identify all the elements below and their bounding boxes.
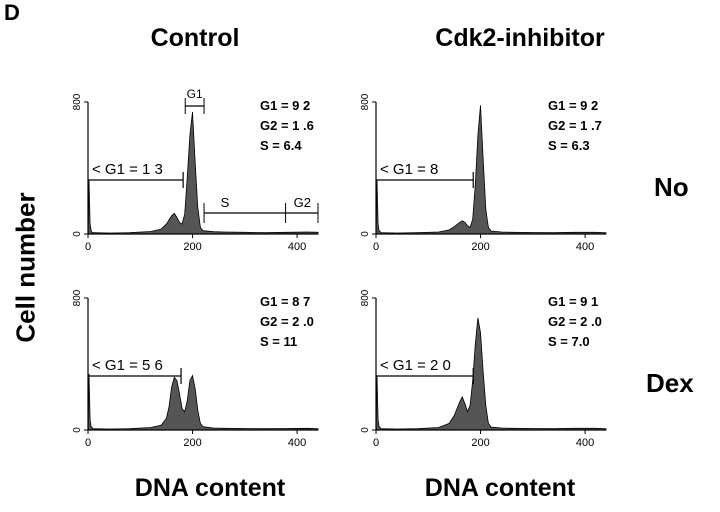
stat-line: G2 = 2 .0 [548, 314, 602, 329]
s-label: S [221, 195, 230, 210]
x-tick-label: 400 [576, 241, 594, 253]
column-title-cdk2-inhibitor: Cdk2-inhibitor [435, 24, 605, 52]
x-tick-label: 0 [373, 437, 379, 449]
histogram-area [87, 373, 319, 431]
histogram-control-no: 0 800 0 200 400 G1 = 9 2 G2 = 1 .6 S = 6.4 < G1 … [72, 87, 319, 253]
gate-label: < G1 = 8 [380, 161, 438, 178]
histogram-cdk2-no: 0 800 0 200 400 G1 = 9 2 G2 = 1 .7 S = 6.3 < G1 … [360, 93, 607, 253]
x-tick-label: 0 [373, 241, 379, 253]
x-axis-label-left: DNA content [134, 474, 286, 502]
y-tick-label: 800 [360, 289, 371, 306]
stat-line: S = 6.3 [548, 138, 590, 153]
g1-label: G1 [187, 87, 203, 101]
stat-line: G1 = 9 1 [548, 294, 598, 309]
panel-letter: D [4, 0, 20, 25]
stat-line: S = 7.0 [548, 334, 590, 349]
stat-line: S = 11 [260, 334, 297, 349]
x-tick-label: 200 [471, 241, 489, 253]
y-tick-label: 800 [72, 289, 83, 306]
stat-line: G2 = 1 .6 [260, 118, 314, 133]
y-tick-label: 800 [72, 93, 83, 110]
histogram-area [87, 111, 319, 235]
gate-label: < G1 = 5 6 [92, 357, 163, 374]
stat-line: G1 = 9 2 [548, 98, 598, 113]
histogram-cdk2-dex: 0 800 0 200 400 G1 = 9 1 G2 = 2 .0 S = 7.0 < G1 … [360, 289, 607, 449]
x-tick-label: 400 [288, 241, 306, 253]
x-tick-label: 400 [576, 437, 594, 449]
y-tick-label: 0 [360, 231, 371, 237]
y-tick-label: 0 [72, 427, 83, 433]
x-axis-label-right: DNA content [424, 474, 576, 502]
stat-line: G2 = 2 .0 [260, 314, 314, 329]
x-tick-label: 200 [183, 241, 201, 253]
row-label-no: No [654, 172, 689, 202]
stat-line: S = 6.4 [260, 138, 302, 153]
histogram-area [375, 105, 607, 235]
y-tick-label: 0 [72, 231, 83, 237]
x-tick-label: 200 [471, 437, 489, 449]
stat-line: G1 = 9 2 [260, 98, 310, 113]
stat-line: G2 = 1 .7 [548, 118, 602, 133]
x-tick-label: 0 [85, 241, 91, 253]
y-tick-label: 0 [360, 427, 371, 433]
y-tick-label: 800 [360, 93, 371, 110]
gate-label: < G1 = 1 3 [92, 161, 163, 178]
row-label-dex: Dex [646, 368, 694, 398]
histogram-area [375, 317, 607, 431]
column-title-control: Control [150, 24, 240, 52]
x-tick-label: 0 [85, 437, 91, 449]
g2-label: G2 [294, 195, 311, 210]
histogram-control-dex: 0 800 0 200 400 G1 = 8 7 G2 = 2 .0 S = 11 < G1 =… [72, 289, 319, 449]
gate-label: < G1 = 2 0 [380, 357, 451, 374]
stat-line: G1 = 8 7 [260, 294, 310, 309]
y-axis-label: Cell number [10, 192, 41, 343]
x-tick-label: 200 [183, 437, 201, 449]
x-tick-label: 400 [288, 437, 306, 449]
